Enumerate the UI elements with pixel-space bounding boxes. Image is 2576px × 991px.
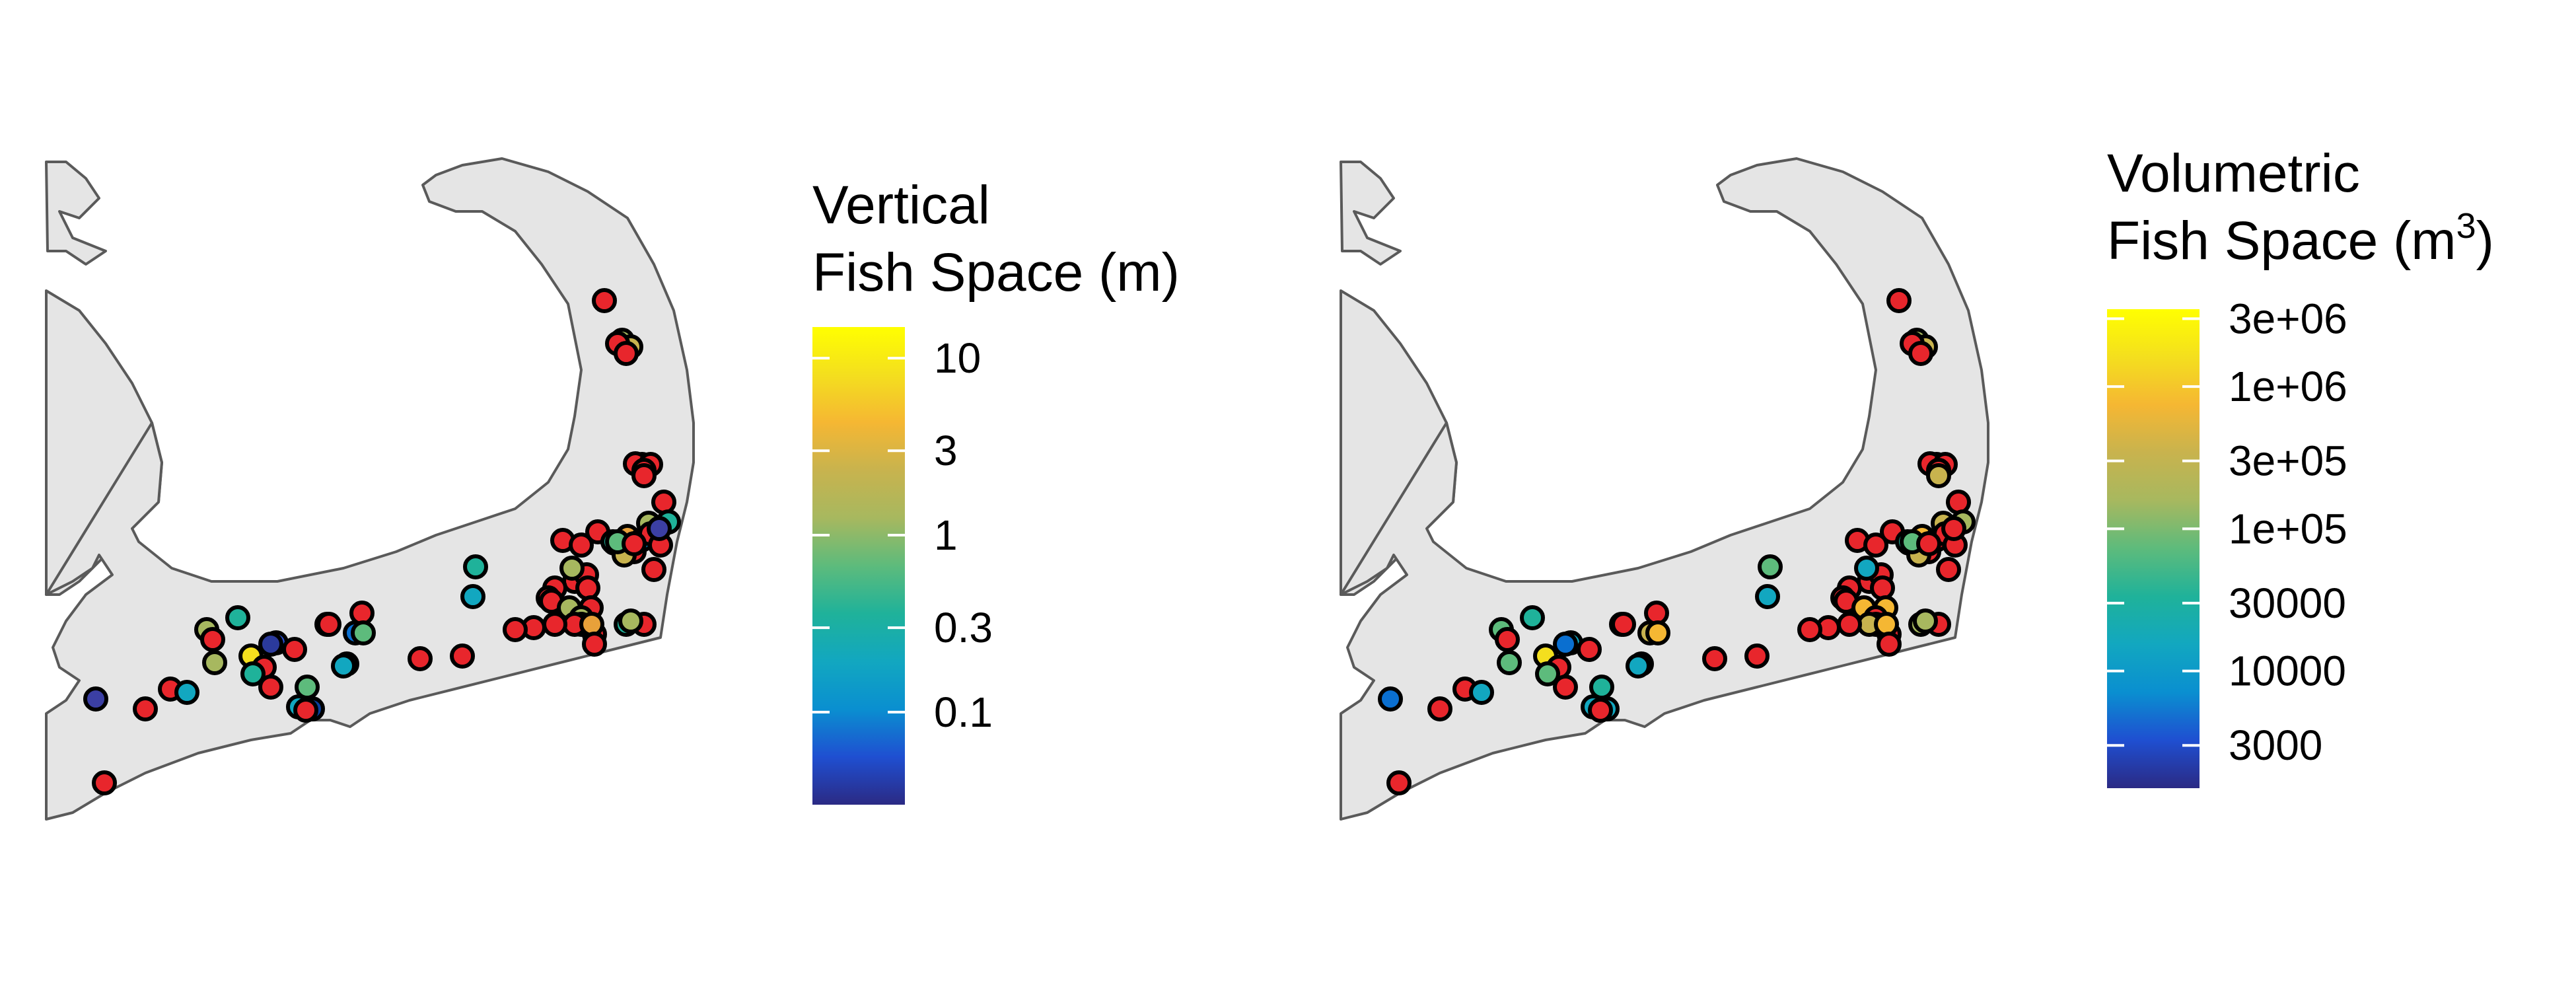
site-marker (631, 463, 657, 488)
site-marker (202, 650, 227, 675)
site-marker (1378, 686, 1403, 712)
site-marker (240, 661, 266, 686)
site-marker (408, 646, 433, 671)
site-marker (503, 617, 528, 642)
site-marker (1469, 680, 1494, 705)
site-marker (258, 632, 283, 657)
site-marker (1758, 554, 1783, 579)
site-marker (647, 516, 672, 541)
colorbar-tick-label: 10 (934, 334, 981, 382)
site-marker (1626, 653, 1651, 679)
site-marker (614, 341, 639, 366)
site-marker (1916, 531, 1941, 556)
legend-vertical: Vertical Fish Space (m) 10 3 1 0.3 0.1 (812, 175, 1180, 805)
site-marker (618, 608, 643, 634)
site-marker (282, 637, 307, 662)
site-marker (1497, 650, 1522, 675)
site-marker (559, 556, 585, 581)
site-marker (569, 532, 594, 558)
colorbar-tick-label: 3e+05 (2229, 437, 2347, 485)
site-marker (542, 612, 567, 637)
site-marker (225, 605, 250, 630)
site-marker (1495, 627, 1520, 652)
legend-title-line-1: Volumetric (2107, 143, 2360, 203)
legend-title-suffix: ) (2476, 211, 2494, 271)
site-marker (575, 575, 600, 601)
site-marker (200, 627, 225, 652)
site-marker (316, 612, 341, 637)
map-panel-vertical: Vertical Fish Space (m) 10 3 1 0.3 0.1 (45, 157, 1180, 821)
site-marker (1908, 341, 1933, 366)
site-marker (1520, 605, 1545, 630)
site-marker (1863, 532, 1888, 558)
site-marker (1702, 646, 1727, 671)
colorbar-tick-label: 1e+05 (2229, 505, 2347, 552)
site-marker (351, 620, 376, 645)
site-marker (582, 632, 607, 657)
site-marker (579, 612, 604, 637)
site-marker (1936, 557, 1961, 582)
site-marker (651, 490, 676, 515)
site-marker (1837, 612, 1862, 637)
colorbar-tick-label: 0.3 (934, 604, 993, 651)
site-marker (1874, 612, 1899, 637)
site-marker (331, 653, 356, 679)
site-marker (1877, 632, 1902, 657)
site-marker (174, 680, 199, 705)
site-marker (1535, 661, 1560, 686)
colorbar-tick-label: 0.1 (934, 688, 993, 736)
site-marker (1797, 617, 1822, 642)
site-marker (1427, 696, 1452, 721)
legend-title-line-1: Vertical (812, 175, 990, 235)
site-marker (1941, 516, 1966, 541)
site-marker (293, 698, 318, 723)
site-points (83, 288, 681, 795)
site-marker (1744, 643, 1770, 669)
site-marker (83, 686, 108, 712)
site-marker (641, 557, 666, 582)
legend-title-superscript: 3 (2456, 206, 2476, 246)
colorbar-tick-label: 3000 (2229, 721, 2322, 769)
site-marker (592, 288, 617, 313)
site-marker (1913, 608, 1938, 634)
site-marker (258, 675, 283, 700)
colorbar-tick-label: 1e+06 (2229, 363, 2347, 410)
site-marker (450, 643, 475, 669)
site-marker (1926, 463, 1951, 488)
site-marker (460, 584, 485, 609)
site-marker (92, 770, 117, 795)
colorbar-tick-label: 3e+06 (2229, 295, 2347, 342)
site-marker (133, 696, 158, 721)
site-marker (1854, 556, 1879, 581)
colorbar (812, 327, 905, 805)
site-marker (1755, 584, 1780, 609)
colorbar-tick-label: 10000 (2229, 647, 2346, 695)
site-marker (1386, 770, 1412, 795)
site-marker (1946, 490, 1971, 515)
colorbar-tick-label: 1 (934, 511, 958, 559)
site-marker (463, 554, 488, 579)
colorbar (2107, 309, 2200, 788)
site-marker (1577, 637, 1602, 662)
site-marker (1611, 612, 1636, 637)
site-marker (1553, 675, 1578, 700)
colorbar-tick-label: 3 (934, 427, 958, 474)
legend-title-line-2: Fish Space (m) (812, 242, 1180, 303)
legend-title-line-2: Fish Space (m3) (2107, 206, 2494, 271)
site-marker (1645, 620, 1670, 645)
site-marker (1588, 698, 1613, 723)
site-marker (1886, 288, 1912, 313)
site-marker (1870, 575, 1895, 601)
site-marker (622, 531, 647, 556)
colorbar-tick-label: 30000 (2229, 579, 2346, 627)
site-points (1378, 288, 1976, 795)
site-marker (1553, 632, 1578, 657)
